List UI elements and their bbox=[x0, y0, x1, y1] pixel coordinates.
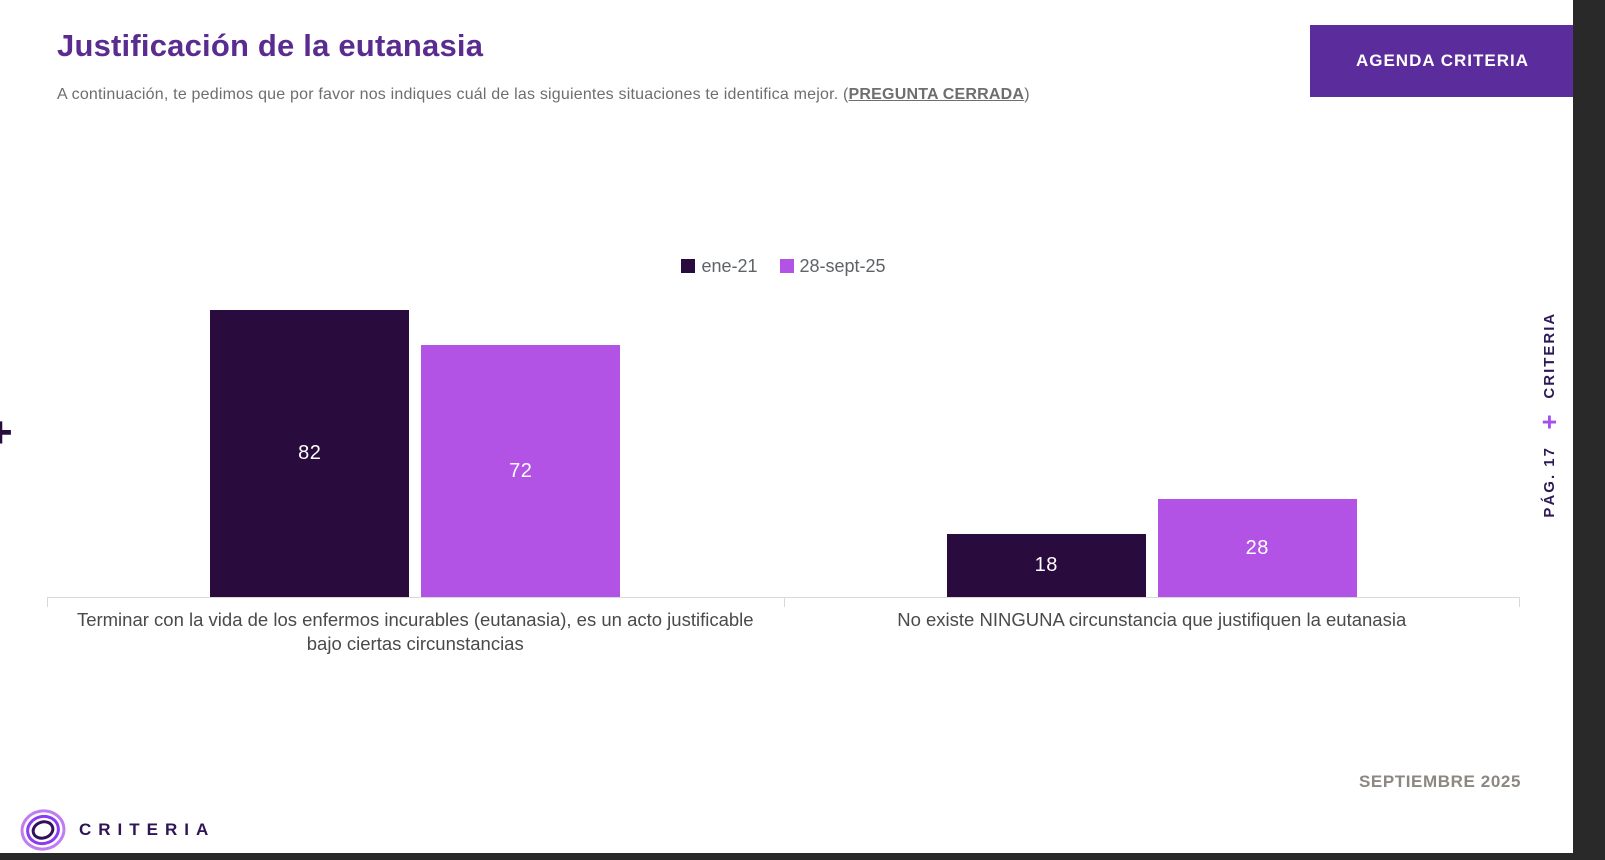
plus-icon: + bbox=[1534, 414, 1564, 431]
category-label-ninguna: No existe NINGUNA circunstancia que just… bbox=[897, 609, 1407, 630]
bar-ene21-ninguna: 18 bbox=[946, 534, 1146, 597]
side-rail: PÁG. 17 + CRITERIA bbox=[1534, 312, 1565, 518]
subtitle: A continuación, te pedimos que por favor… bbox=[57, 86, 1030, 104]
bar-group-ninguna: 18 28 bbox=[784, 298, 1521, 597]
category-axis: Terminar con la vida de los enfermos inc… bbox=[47, 598, 1520, 656]
plot-area: 82 72 18 28 bbox=[47, 298, 1521, 607]
agenda-criteria-button[interactable]: AGENDA CRITERIA bbox=[1310, 25, 1575, 97]
legend-item-ene-21: ene-21 bbox=[681, 255, 758, 277]
viewer-strip-bottom bbox=[0, 853, 1605, 860]
bar-28sept25-justificable: 72 bbox=[421, 345, 621, 597]
left-plus-icon: + bbox=[0, 408, 13, 458]
bar-group-justificable: 82 72 bbox=[47, 298, 784, 597]
legend-swatch-ene-21 bbox=[681, 259, 696, 273]
bar-value-label: 82 bbox=[298, 442, 322, 464]
legend-label-28-sept-25: 28-sept-25 bbox=[799, 255, 886, 276]
chart-legend: ene-21 28-sept-25 bbox=[47, 252, 1520, 280]
axis-tick bbox=[783, 598, 785, 607]
subtitle-text: A continuación, te pedimos que por favor… bbox=[57, 86, 849, 103]
side-brand-label: CRITERIA bbox=[1541, 312, 1558, 399]
bar-28sept25-ninguna: 28 bbox=[1157, 499, 1357, 597]
category-label-justificable: Terminar con la vida de los enfermos inc… bbox=[76, 609, 754, 655]
legend-label-ene-21: ene-21 bbox=[701, 255, 758, 276]
page-title: Justificación de la eutanasia bbox=[57, 28, 484, 63]
date-label: SEPTIEMBRE 2025 bbox=[1358, 772, 1521, 791]
legend-swatch-28-sept-25 bbox=[779, 259, 794, 273]
bar-value-label: 72 bbox=[509, 459, 533, 482]
subtitle-emphasis: PREGUNTA CERRADA bbox=[848, 86, 1025, 103]
bar-chart: ene-21 28-sept-25 82 72 18 bbox=[47, 252, 1520, 656]
axis-tick bbox=[47, 598, 48, 607]
bar-value-label: 18 bbox=[1034, 554, 1058, 576]
page-number-label: PÁG. 17 bbox=[1541, 446, 1558, 518]
subtitle-close-paren: ) bbox=[1024, 86, 1030, 103]
bar-ene21-justificable: 82 bbox=[210, 310, 410, 597]
bar-value-label: 28 bbox=[1245, 536, 1269, 559]
legend-item-28-sept-25: 28-sept-25 bbox=[779, 255, 886, 277]
criteria-logo: CRITERIA bbox=[20, 808, 215, 852]
axis-tick bbox=[1519, 598, 1520, 607]
viewer-strip-right bbox=[1573, 0, 1605, 860]
criteria-logo-icon bbox=[20, 809, 66, 851]
criteria-logo-text: CRITERIA bbox=[79, 820, 216, 839]
